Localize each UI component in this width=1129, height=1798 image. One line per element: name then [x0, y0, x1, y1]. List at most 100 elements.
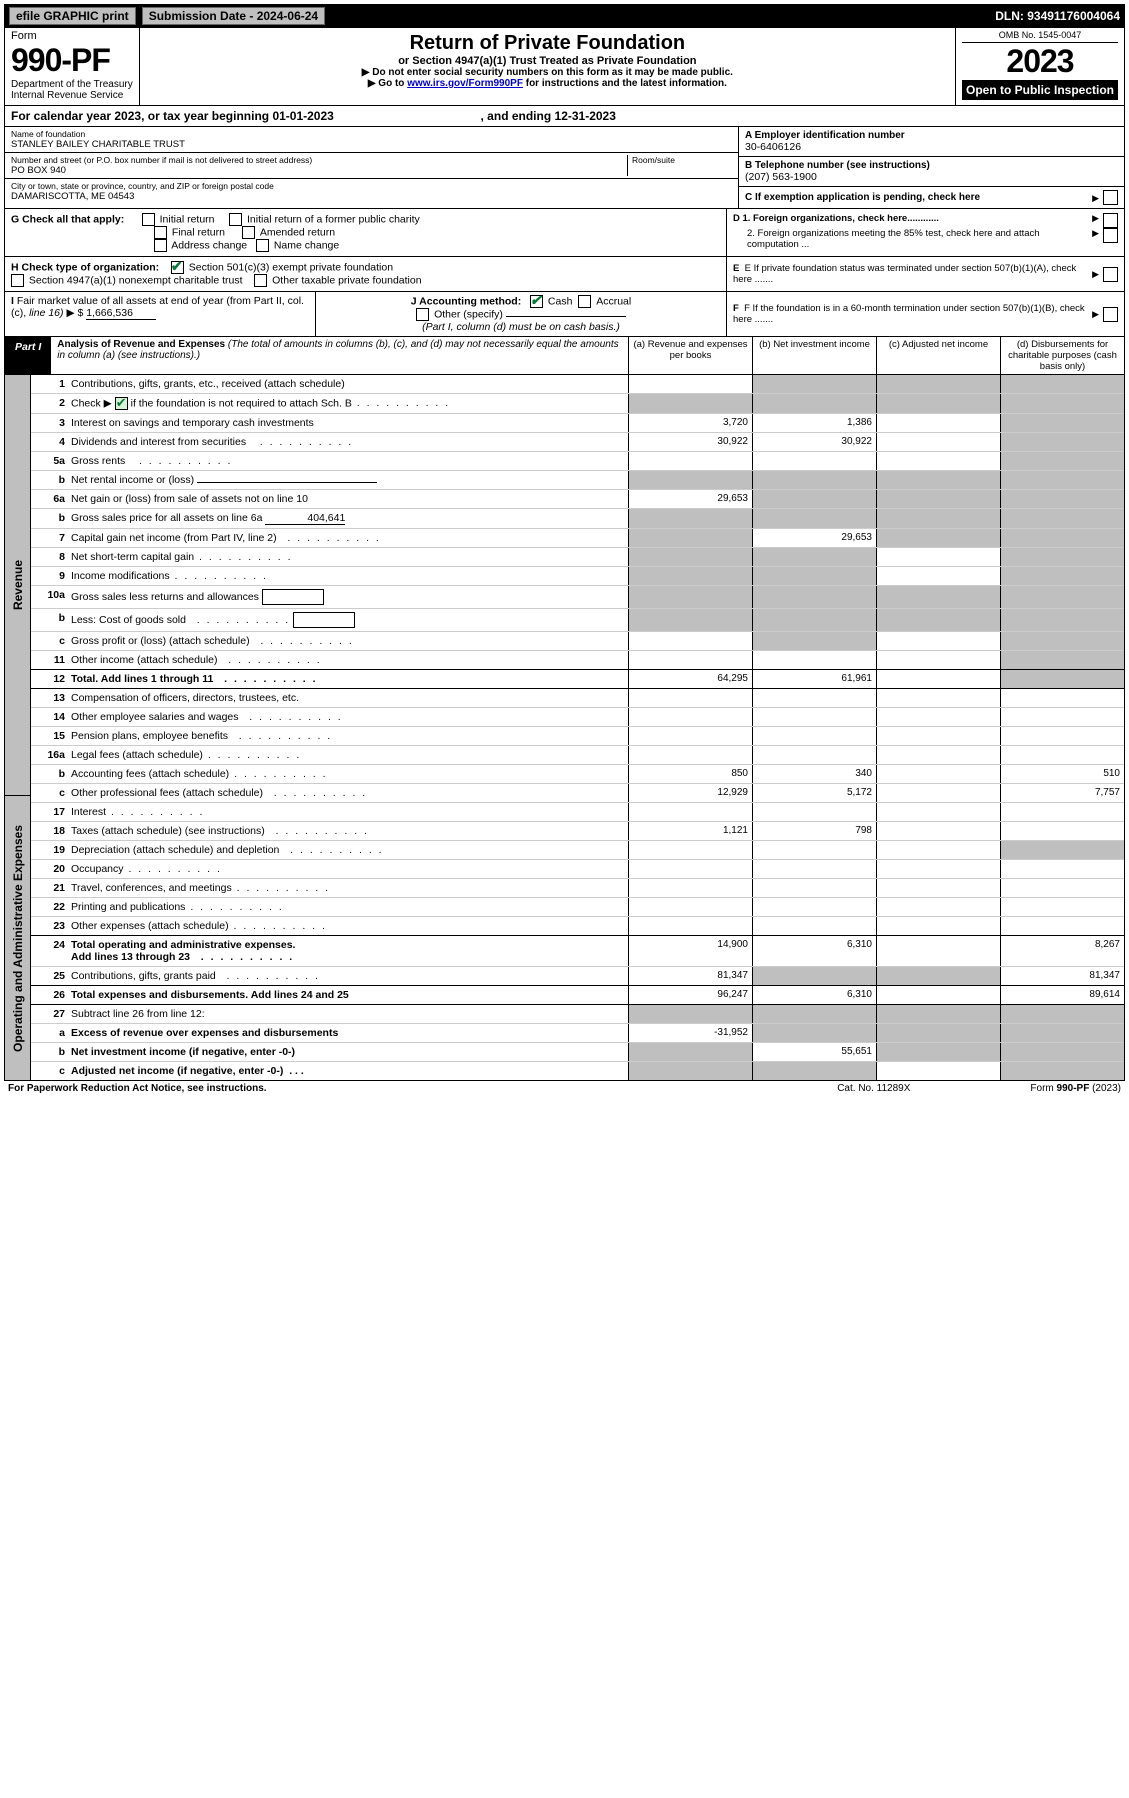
- part1-label: Part I: [5, 337, 51, 374]
- row-5a: 5aGross rents: [31, 451, 1124, 470]
- phone: (207) 563-1900: [745, 171, 1118, 183]
- c-checkbox[interactable]: [1103, 190, 1118, 205]
- form-title: Return of Private Foundation: [410, 32, 686, 55]
- ijf-row: I Fair market value of all assets at end…: [4, 292, 1125, 337]
- note-1: ▶ Do not enter social security numbers o…: [362, 67, 733, 78]
- form-number: 990-PF: [11, 42, 133, 79]
- h-row: H Check type of organization: Section 50…: [4, 257, 1125, 292]
- row-16b: bAccounting fees (attach schedule)850340…: [31, 764, 1124, 783]
- 4947a1-checkbox[interactable]: [11, 274, 24, 287]
- dln: DLN: 93491176004064: [995, 9, 1120, 23]
- col-b-hdr: (b) Net investment income: [752, 337, 876, 374]
- other-taxable-checkbox[interactable]: [254, 274, 267, 287]
- name-change-checkbox[interactable]: [256, 239, 269, 252]
- f-checkbox[interactable]: [1103, 307, 1118, 322]
- other-method-checkbox[interactable]: [416, 308, 429, 321]
- ein: 30-6406126: [745, 141, 1118, 153]
- row-6b: bGross sales price for all assets on lin…: [31, 508, 1124, 528]
- g-row: G Check all that apply: Initial return I…: [4, 209, 1125, 257]
- row-18: 18Taxes (attach schedule) (see instructi…: [31, 821, 1124, 840]
- row-7: 7Capital gain net income (from Part IV, …: [31, 528, 1124, 547]
- row-17: 17Interest: [31, 802, 1124, 821]
- row-11: 11Other income (attach schedule): [31, 650, 1124, 669]
- col-a-hdr: (a) Revenue and expenses per books: [628, 337, 752, 374]
- row-10a: 10aGross sales less returns and allowanc…: [31, 585, 1124, 608]
- g-label: G Check all that apply:: [11, 213, 124, 225]
- note-2: ▶ Go to www.irs.gov/Form990PF for instru…: [368, 78, 727, 89]
- j-label: J Accounting method:: [411, 295, 521, 307]
- row-27: 27Subtract line 26 from line 12:: [31, 1004, 1124, 1023]
- row-15: 15Pension plans, employee benefits: [31, 726, 1124, 745]
- row-25: 25Contributions, gifts, grants paid 81,3…: [31, 966, 1124, 985]
- cash-checkbox[interactable]: [530, 295, 543, 308]
- arrow-icon: [1092, 309, 1100, 320]
- part1-header: Part I Analysis of Revenue and Expenses …: [4, 337, 1125, 375]
- tax-year: 2023: [962, 43, 1118, 80]
- row-16a: 16aLegal fees (attach schedule): [31, 745, 1124, 764]
- d2-checkbox[interactable]: [1103, 228, 1118, 243]
- j-note: (Part I, column (d) must be on cash basi…: [422, 321, 620, 333]
- row-21: 21Travel, conferences, and meetings: [31, 878, 1124, 897]
- d1-checkbox[interactable]: [1103, 213, 1118, 228]
- row-20: 20Occupancy: [31, 859, 1124, 878]
- dept: Department of the Treasury: [11, 79, 133, 90]
- fmv-value: 1,666,536: [86, 307, 156, 320]
- row-14: 14Other employee salaries and wages: [31, 707, 1124, 726]
- initial-return-checkbox[interactable]: [142, 213, 155, 226]
- arrow-icon: [1092, 192, 1100, 204]
- row-6a: 6aNet gain or (loss) from sale of assets…: [31, 489, 1124, 508]
- part1-title: Analysis of Revenue and Expenses: [57, 339, 228, 350]
- e-label: E If private foundation status was termi…: [733, 263, 1076, 285]
- arrow-icon: [1092, 269, 1100, 280]
- row-13: 13Compensation of officers, directors, t…: [31, 688, 1124, 707]
- row-22: 22Printing and publications: [31, 897, 1124, 916]
- efile-print-button[interactable]: efile GRAPHIC print: [9, 7, 136, 25]
- row-27c: cAdjusted net income (if negative, enter…: [31, 1061, 1124, 1080]
- sch-b-checkbox[interactable]: [115, 397, 128, 410]
- form-header: Form 990-PF Department of the Treasury I…: [4, 28, 1125, 106]
- e-checkbox[interactable]: [1103, 267, 1118, 282]
- row-9: 9Income modifications: [31, 566, 1124, 585]
- row-8: 8Net short-term capital gain: [31, 547, 1124, 566]
- initial-former-checkbox[interactable]: [229, 213, 242, 226]
- row-27b: bNet investment income (if negative, ent…: [31, 1042, 1124, 1061]
- accrual-checkbox[interactable]: [578, 295, 591, 308]
- amended-return-checkbox[interactable]: [242, 226, 255, 239]
- d2-label: 2. Foreign organizations meeting the 85%…: [733, 228, 1092, 250]
- 501c3-checkbox[interactable]: [171, 261, 184, 274]
- ein-label: A Employer identification number: [745, 130, 1118, 141]
- h-label: H Check type of organization:: [11, 261, 159, 273]
- room-label: Room/suite: [632, 155, 732, 165]
- final-return-checkbox[interactable]: [154, 226, 167, 239]
- footer: For Paperwork Reduction Act Notice, see …: [4, 1081, 1125, 1096]
- col-d-hdr: (d) Disbursements for charitable purpose…: [1000, 337, 1124, 374]
- row-26: 26Total expenses and disbursements. Add …: [31, 985, 1124, 1004]
- omb: OMB No. 1545-0047: [962, 30, 1118, 43]
- arrow-icon: [1092, 228, 1100, 250]
- topbar: efile GRAPHIC print Submission Date - 20…: [4, 4, 1125, 28]
- city-label: City or town, state or province, country…: [11, 181, 732, 191]
- foundation-name: STANLEY BAILEY CHARITABLE TRUST: [11, 139, 732, 150]
- form-ref: Form 990-PF (2023): [1030, 1083, 1121, 1094]
- revenue-side-label: Revenue: [11, 560, 25, 610]
- paperwork-notice: For Paperwork Reduction Act Notice, see …: [8, 1083, 837, 1094]
- phone-label: B Telephone number (see instructions): [745, 160, 1118, 171]
- row-24: 24Total operating and administrative exp…: [31, 935, 1124, 966]
- addr: PO BOX 940: [11, 165, 627, 176]
- part1-table: Revenue Operating and Administrative Exp…: [4, 375, 1125, 1081]
- calendar-year-row: For calendar year 2023, or tax year begi…: [4, 106, 1125, 127]
- row-16c: cOther professional fees (attach schedul…: [31, 783, 1124, 802]
- row-27a: aExcess of revenue over expenses and dis…: [31, 1023, 1124, 1042]
- form-subtitle: or Section 4947(a)(1) Trust Treated as P…: [398, 55, 696, 67]
- irs-link[interactable]: www.irs.gov/Form990PF: [407, 78, 523, 89]
- row-23: 23Other expenses (attach schedule): [31, 916, 1124, 935]
- f-label: F If the foundation is in a 60-month ter…: [733, 303, 1085, 325]
- row-3: 3Interest on savings and temporary cash …: [31, 413, 1124, 432]
- irs: Internal Revenue Service: [11, 90, 133, 101]
- row-5b: bNet rental income or (loss): [31, 470, 1124, 489]
- row-2: 2Check ▶ if the foundation is not requir…: [31, 393, 1124, 413]
- expenses-side-label: Operating and Administrative Expenses: [11, 825, 25, 1052]
- address-change-checkbox[interactable]: [154, 239, 167, 252]
- city: DAMARISCOTTA, ME 04543: [11, 191, 732, 202]
- row-19: 19Depreciation (attach schedule) and dep…: [31, 840, 1124, 859]
